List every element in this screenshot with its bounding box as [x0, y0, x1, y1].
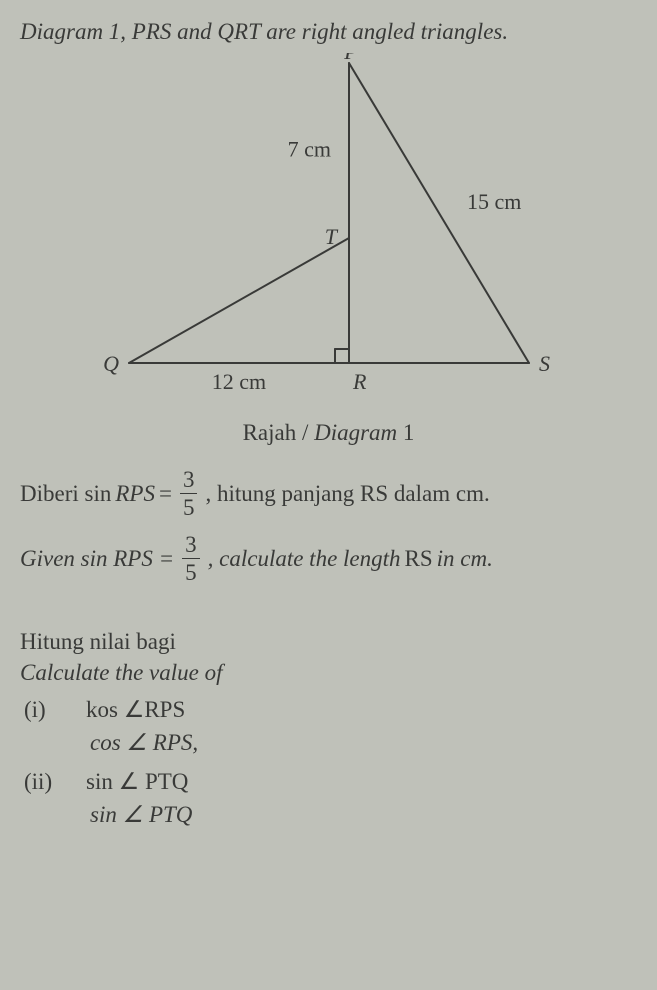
fraction-num: 3 [182, 533, 200, 558]
given-line-my: Diberi sin RPS = 3 5 , hitung panjang RS… [20, 468, 637, 519]
fraction: 3 5 [182, 533, 200, 584]
sub-question-number: (i) [24, 694, 68, 725]
sub-question-en: sin ∠ PTQ [90, 799, 637, 830]
text: Diberi sin [20, 478, 111, 509]
text: Given sin RPS = [20, 543, 174, 574]
text: , calculate the length [208, 543, 401, 574]
text: , hitung panjang RS dalam cm. [205, 478, 489, 509]
fraction: 3 5 [180, 468, 198, 519]
sub-question-list: (i) kos ∠RPScos ∠ RPS, (ii) sin ∠ PTQsin ∠ … [24, 694, 637, 830]
svg-text:7 cm: 7 cm [287, 137, 330, 162]
svg-text:R: R [352, 369, 367, 394]
calculate-heading-en: Calculate the value of [20, 657, 637, 688]
caption-prefix: Rajah / [243, 420, 315, 445]
geometry-diagram: P T R Q S 7 cm 15 cm 12 cm [89, 53, 569, 413]
sub-question-en: cos ∠ RPS, [90, 727, 637, 758]
svg-text:T: T [324, 224, 338, 249]
svg-text:Q: Q [103, 351, 119, 376]
svg-text:P: P [343, 53, 357, 64]
diagram-caption: Rajah / Diagram 1 [243, 417, 415, 448]
svg-text:12 cm: 12 cm [211, 369, 265, 394]
sub-question-my: sin ∠ PTQ [86, 766, 188, 797]
fraction-num: 3 [180, 468, 198, 493]
sub-question-my: kos ∠RPS [86, 694, 185, 725]
diagram-container: P T R Q S 7 cm 15 cm 12 cm Rajah / Diagram 1 [20, 53, 637, 448]
caption-italic: Diagram [314, 420, 397, 445]
text: = [159, 478, 172, 509]
sub-question: (i) kos ∠RPS [24, 694, 637, 725]
sub-question-number: (ii) [24, 766, 68, 797]
intro-text: Diagram 1, PRS and QRT are right angled … [20, 16, 637, 47]
fraction-den: 5 [182, 558, 200, 584]
given-line-en: Given sin RPS = 3 5 , calculate the leng… [20, 533, 637, 584]
svg-text:S: S [539, 351, 550, 376]
text: RS [405, 543, 433, 574]
sub-question: (ii) sin ∠ PTQ [24, 766, 637, 797]
calculate-heading-my: Hitung nilai bagi [20, 626, 637, 657]
var-rps: RPS [115, 478, 155, 509]
fraction-den: 5 [180, 493, 198, 519]
text: in cm. [437, 543, 493, 574]
caption-suffix: 1 [397, 420, 414, 445]
svg-text:15 cm: 15 cm [467, 189, 521, 214]
